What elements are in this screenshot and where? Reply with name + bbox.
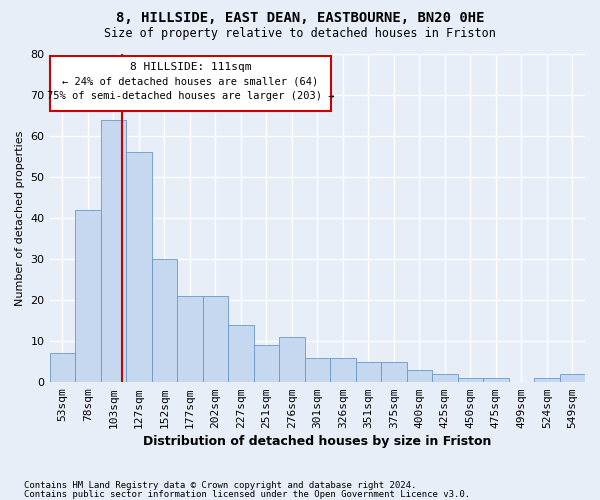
Bar bbox=[330, 358, 356, 382]
Bar bbox=[50, 354, 75, 382]
Bar bbox=[381, 362, 407, 382]
Bar bbox=[356, 362, 381, 382]
Text: 75% of semi-detached houses are larger (203) →: 75% of semi-detached houses are larger (… bbox=[47, 91, 334, 101]
Text: 8 HILLSIDE: 111sqm: 8 HILLSIDE: 111sqm bbox=[130, 62, 251, 72]
Bar bbox=[279, 337, 305, 382]
Text: 8, HILLSIDE, EAST DEAN, EASTBOURNE, BN20 0HE: 8, HILLSIDE, EAST DEAN, EASTBOURNE, BN20… bbox=[116, 11, 484, 25]
Bar bbox=[305, 358, 330, 382]
Text: Contains HM Land Registry data © Crown copyright and database right 2024.: Contains HM Land Registry data © Crown c… bbox=[24, 481, 416, 490]
Bar bbox=[254, 346, 279, 382]
Bar bbox=[483, 378, 509, 382]
X-axis label: Distribution of detached houses by size in Friston: Distribution of detached houses by size … bbox=[143, 434, 491, 448]
Bar bbox=[50, 56, 331, 112]
Bar bbox=[152, 259, 177, 382]
Bar bbox=[101, 120, 126, 382]
Bar bbox=[458, 378, 483, 382]
Text: ← 24% of detached houses are smaller (64): ← 24% of detached houses are smaller (64… bbox=[62, 76, 319, 86]
Bar bbox=[432, 374, 458, 382]
Y-axis label: Number of detached properties: Number of detached properties bbox=[15, 130, 25, 306]
Bar bbox=[203, 296, 228, 382]
Bar bbox=[228, 325, 254, 382]
Bar bbox=[177, 296, 203, 382]
Bar bbox=[560, 374, 585, 382]
Bar bbox=[407, 370, 432, 382]
Bar bbox=[75, 210, 101, 382]
Bar bbox=[126, 152, 152, 382]
Text: Contains public sector information licensed under the Open Government Licence v3: Contains public sector information licen… bbox=[24, 490, 470, 499]
Bar bbox=[534, 378, 560, 382]
Text: Size of property relative to detached houses in Friston: Size of property relative to detached ho… bbox=[104, 28, 496, 40]
